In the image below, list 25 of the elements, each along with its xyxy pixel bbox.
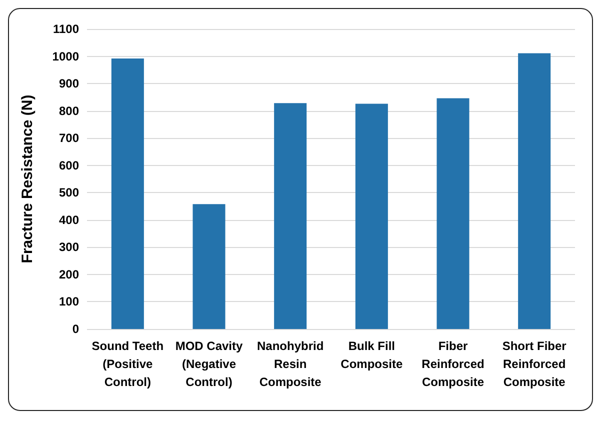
- y-tick-label: 1100: [52, 22, 80, 36]
- y-tick-label: 400: [58, 212, 80, 227]
- y-axis-title: Fracture Resistance (N): [19, 94, 36, 264]
- y-tick-label: 500: [58, 186, 80, 200]
- bar: [192, 204, 226, 329]
- bar: [518, 53, 551, 329]
- y-tick-label: 900: [58, 76, 80, 91]
- x-tick-label: Nanohybrid Resin Composite: [256, 339, 324, 389]
- y-tick-label: 700: [58, 131, 80, 146]
- y-tick-label: 0: [72, 322, 80, 336]
- y-tick-label: 600: [58, 158, 80, 172]
- y-tick-label: 200: [58, 267, 80, 282]
- x-tick-label: Sound Teeth (Positive Control): [92, 339, 164, 389]
- bar: [111, 58, 144, 329]
- x-tick-label: Fiber Reinforced Composite: [422, 339, 484, 389]
- x-tick-label: Short Fiber Reinforced Composite: [502, 339, 567, 389]
- x-tick-label: MOD Cavity (Negative Control): [175, 339, 243, 389]
- y-tick-label: 800: [58, 104, 80, 118]
- x-tick-label: Bulk Fill Composite: [340, 339, 403, 371]
- y-tick-label: 1000: [52, 49, 80, 64]
- bar: [274, 103, 307, 329]
- bar: [355, 104, 388, 329]
- y-tick-label: 300: [58, 240, 80, 254]
- y-tick-label: 100: [58, 294, 80, 309]
- bar: [436, 98, 470, 329]
